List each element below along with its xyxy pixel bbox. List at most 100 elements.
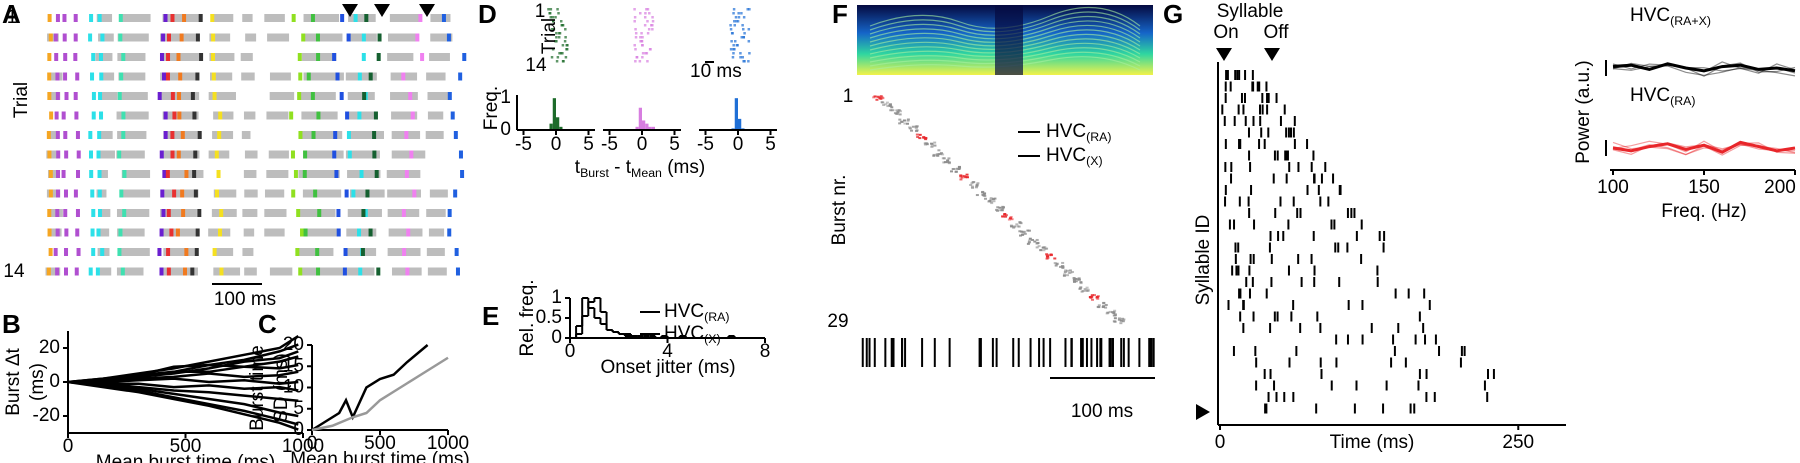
raster-dot	[746, 8, 749, 11]
x-axis-label: Mean burst time (ms)	[290, 449, 469, 463]
burst-tick	[404, 170, 409, 178]
burst	[1019, 234, 1023, 237]
burst-tick	[180, 189, 185, 198]
x-tick-label: 500	[364, 433, 396, 454]
burst	[930, 145, 934, 148]
trial-segment	[303, 33, 343, 42]
burst	[937, 149, 941, 152]
burst	[1072, 277, 1076, 280]
burst-tick	[402, 248, 407, 256]
burst-tick	[300, 228, 305, 237]
burst-tick	[63, 189, 68, 198]
trial-segment	[117, 131, 147, 139]
trial-segment	[212, 248, 234, 256]
raster-dot	[729, 48, 733, 51]
burst	[982, 194, 986, 197]
burst-tick	[357, 228, 362, 237]
burst	[879, 95, 883, 98]
burst-tick	[55, 92, 60, 100]
burst-tick	[212, 248, 217, 256]
burst	[918, 133, 922, 136]
burst	[1113, 317, 1117, 320]
panel-label: G	[1163, 0, 1183, 29]
burst	[884, 103, 888, 106]
burst-tick	[73, 14, 78, 22]
trial-segment	[387, 189, 421, 198]
burst-tick	[401, 209, 406, 217]
y-tick-label: 0	[500, 119, 511, 140]
burst-tick	[64, 92, 69, 100]
raster-dot	[729, 24, 732, 27]
burst-tick	[368, 228, 373, 237]
raster-dot	[646, 32, 650, 35]
burst	[935, 154, 939, 157]
burst	[914, 130, 918, 133]
raster-dot	[732, 44, 735, 47]
burst-tick	[345, 111, 350, 120]
burst	[976, 182, 980, 185]
raster-dot	[559, 20, 563, 23]
burst	[1078, 287, 1082, 290]
burst-tick	[409, 150, 414, 159]
hist-bar	[648, 126, 652, 130]
burst-tick	[118, 14, 123, 22]
trial-segment	[213, 267, 241, 276]
burst	[1007, 218, 1011, 221]
burst-tick	[122, 209, 127, 217]
trial-segment	[427, 267, 447, 276]
series-line	[311, 344, 429, 432]
y-tick-label: 20	[39, 337, 60, 358]
burst	[1072, 280, 1076, 283]
burst-tick	[97, 189, 102, 198]
burst-tick	[336, 228, 341, 237]
burst	[1072, 278, 1076, 281]
burst-tick	[193, 189, 198, 198]
burst-tick	[460, 170, 465, 178]
burst-tick	[119, 72, 124, 81]
burst	[1096, 305, 1100, 308]
burst	[885, 101, 889, 104]
burst-tick	[48, 170, 53, 178]
burst	[906, 118, 910, 121]
burst-tick	[372, 131, 377, 139]
row-label: 14	[3, 261, 25, 282]
burst	[1018, 221, 1022, 224]
burst-tick	[159, 267, 164, 276]
burst-tick	[343, 248, 348, 256]
burst	[951, 168, 955, 171]
trial-segment	[100, 92, 118, 100]
burst	[886, 105, 890, 108]
trial-segment	[100, 72, 115, 81]
burst	[1061, 265, 1065, 268]
burst-tick	[46, 267, 51, 276]
y-tick-label: 5	[293, 398, 304, 419]
burst-tick	[214, 150, 219, 159]
marker	[1216, 48, 1232, 61]
burst-tick	[193, 150, 198, 159]
burst-tick	[363, 209, 368, 217]
burst	[1054, 264, 1058, 267]
burst-tick	[166, 248, 171, 256]
legend-label-part: HVC	[1046, 145, 1086, 166]
y-tick-label: 1	[551, 287, 562, 308]
trial-segment	[116, 209, 150, 217]
trial-segment	[116, 267, 144, 276]
raster-dot	[641, 44, 644, 47]
burst-tick	[48, 33, 53, 42]
burst-tick	[47, 209, 52, 217]
scale-bar-label: 100 ms	[1071, 401, 1133, 422]
burst-tick	[162, 72, 167, 81]
raster-dot	[557, 36, 561, 39]
burst	[950, 170, 954, 173]
burst-tick	[95, 267, 100, 276]
burst-tick	[177, 92, 182, 100]
inset-title: HVC(RA+X)	[1630, 5, 1711, 28]
trial-segment	[47, 33, 59, 42]
burst-tick	[176, 53, 181, 61]
x-axis-label: tBurst - tMean (ms)	[575, 157, 705, 180]
x-tick-label: 0	[551, 134, 562, 155]
raster-dot	[732, 48, 735, 51]
hist-bar	[738, 118, 742, 130]
burst-tick	[216, 170, 221, 178]
raster-dot	[564, 36, 567, 39]
